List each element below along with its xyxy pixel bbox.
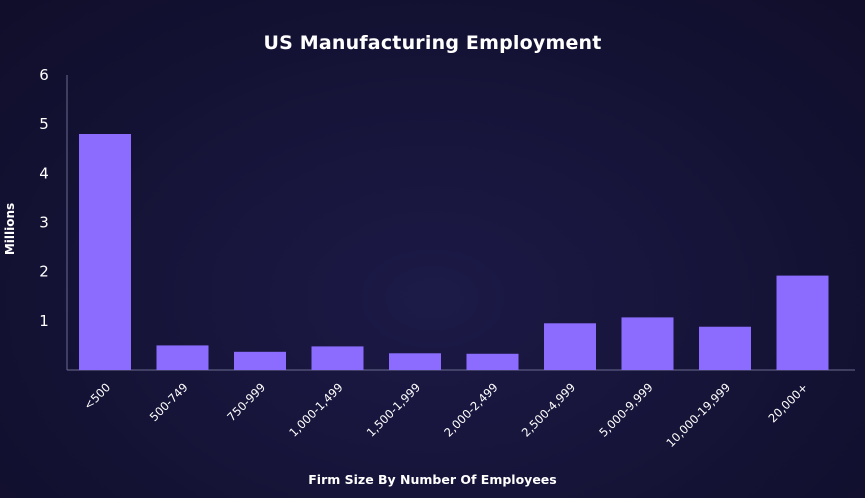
bar (234, 351, 286, 370)
bar (776, 275, 829, 370)
x-tick-label: 20,000+ (765, 380, 810, 425)
bars (79, 134, 829, 370)
y-tick-labels: 1 2 3 4 5 6 (39, 66, 49, 330)
y-tick-label: 5 (39, 115, 49, 133)
x-tick-label: 1,500-1,999 (364, 380, 423, 439)
y-axis-label: Millions (3, 202, 17, 256)
x-tick-label: <500 (81, 380, 113, 412)
x-tick-label: 2,000-2,499 (441, 380, 500, 439)
bar (621, 317, 674, 370)
y-tick-label: 4 (39, 164, 49, 182)
bar (699, 326, 751, 370)
x-tick-label: 500-749 (147, 380, 191, 424)
y-tick-label: 2 (39, 263, 49, 281)
bar (311, 346, 364, 370)
x-axis-label: Firm Size By Number Of Employees (308, 472, 557, 487)
x-tick-label: 5,000-9,999 (596, 380, 655, 439)
bar (389, 353, 441, 370)
bar (79, 134, 131, 370)
axes (66, 75, 855, 371)
bar (156, 345, 209, 370)
chart-title: US Manufacturing Employment (263, 32, 602, 54)
x-tick-label: 1,000-1,499 (286, 380, 345, 439)
x-tick-label: 10,000-19,999 (663, 380, 733, 450)
y-tick-label: 3 (39, 214, 49, 232)
x-tick-label: 750-999 (224, 380, 268, 424)
y-tick-label: 6 (39, 66, 49, 84)
x-tick-label: 2,500-4,999 (519, 380, 578, 439)
x-tick-labels: <500 500-749 750-999 1,000-1,499 1,500-1,999… (81, 380, 811, 450)
y-tick-label: 1 (39, 312, 49, 330)
bar (466, 353, 519, 370)
bar (544, 323, 596, 370)
